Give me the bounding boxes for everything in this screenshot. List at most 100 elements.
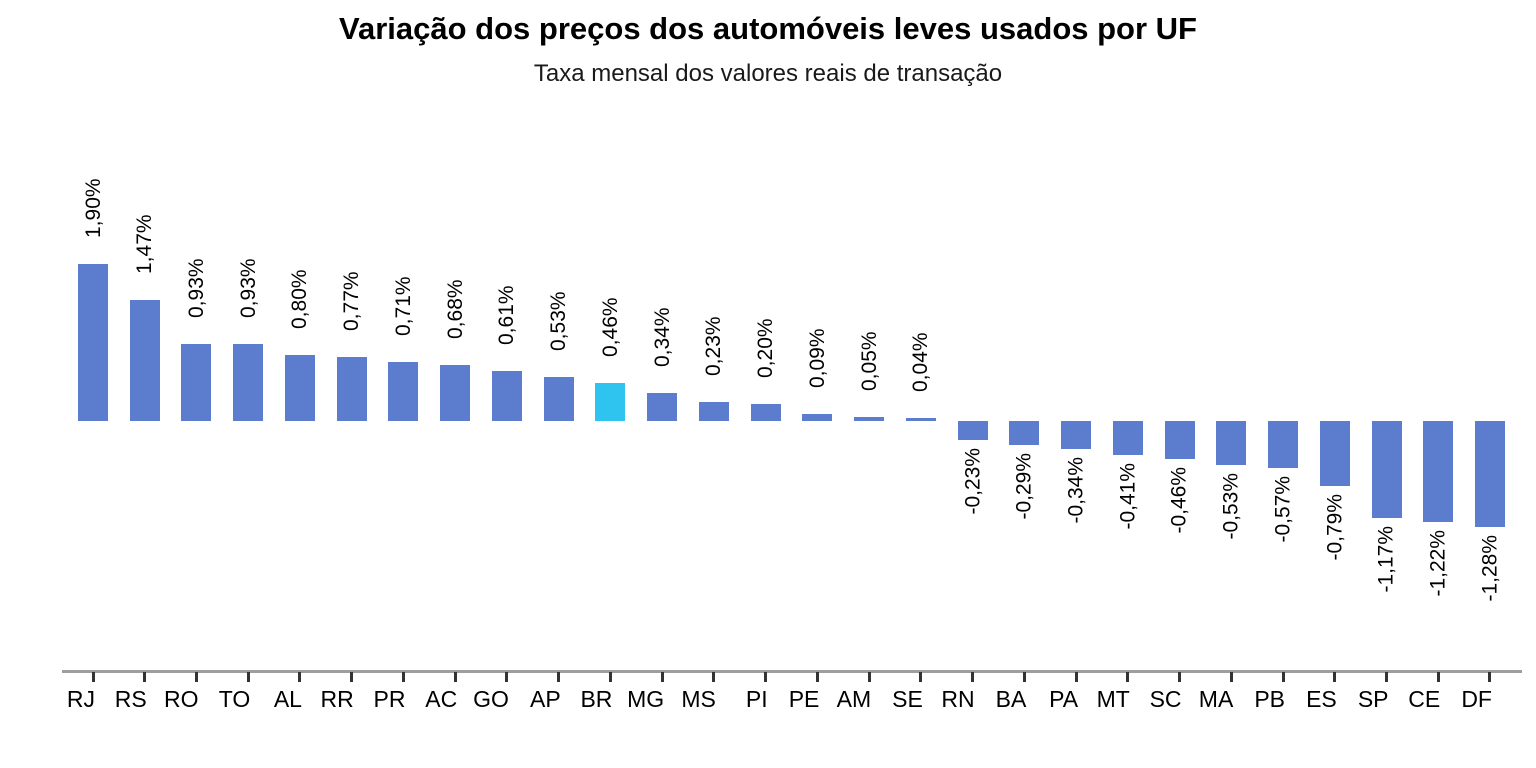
bar-value-label: 0,93% xyxy=(236,258,260,319)
bar-value-label: 0,20% xyxy=(754,318,778,379)
bar-value-label: 0,04% xyxy=(909,332,933,392)
bar-ES xyxy=(1319,421,1350,487)
bar-MG xyxy=(647,392,678,421)
bar-SE xyxy=(905,417,936,421)
bar-value-label: -1,22% xyxy=(1426,529,1450,597)
x-axis-tick xyxy=(1488,672,1492,682)
bar-value-label: 0,09% xyxy=(805,328,829,388)
x-axis-tick xyxy=(91,672,95,682)
x-axis-tick xyxy=(867,672,871,682)
x-axis-tick xyxy=(453,672,457,682)
x-axis-tick xyxy=(1385,672,1388,682)
bar-MS xyxy=(698,402,729,421)
x-axis-tick-label-AM: AM xyxy=(836,686,872,712)
x-axis-tick xyxy=(712,672,716,682)
x-axis-tick-label-PB: PB xyxy=(1254,686,1286,712)
bar-RO xyxy=(181,344,212,421)
x-axis-tick xyxy=(660,672,664,682)
bar-RN xyxy=(957,421,988,440)
bar-value-label: 0,34% xyxy=(650,307,674,367)
bar-value-label: 0,93% xyxy=(184,258,208,319)
x-axis-tick-label-PA: PA xyxy=(1049,686,1079,712)
bar-PA xyxy=(1061,421,1092,450)
x-axis-tick xyxy=(815,672,819,682)
x-axis-tick-label-GO: GO xyxy=(473,686,509,712)
x-axis-tick-label-RJ: RJ xyxy=(66,686,95,712)
bar-value-label: 0,77% xyxy=(340,271,364,332)
x-axis-tick-label-SP: SP xyxy=(1357,686,1389,712)
bar-RS xyxy=(129,299,160,421)
x-axis-tick xyxy=(1333,672,1337,682)
bar-value-label: -0,41% xyxy=(1116,462,1140,530)
x-axis-tick xyxy=(1436,672,1440,682)
x-axis-tick-label-BA: BA xyxy=(995,686,1027,712)
bar-value-label: -0,53% xyxy=(1219,472,1243,540)
x-axis-tick-label-RR: RR xyxy=(320,686,354,712)
bar-value-label: 0,68% xyxy=(443,279,467,339)
bar-value-label: 1,47% xyxy=(133,214,157,274)
bar-value-label: -0,23% xyxy=(961,447,985,515)
bar-AM xyxy=(854,416,885,421)
x-axis-tick xyxy=(246,672,250,682)
x-axis-tick-label-BR: BR xyxy=(580,686,613,712)
bar-value-label: 0,05% xyxy=(857,331,881,391)
x-axis-tick xyxy=(919,672,923,682)
bar-AP xyxy=(543,377,574,421)
x-axis-tick xyxy=(1022,672,1026,682)
x-axis-tick xyxy=(764,672,768,682)
x-axis-tick xyxy=(401,672,405,682)
bar-value-label: -0,34% xyxy=(1064,457,1088,524)
bar-value-label: 0,53% xyxy=(547,291,571,352)
bar-value-label: 0,46% xyxy=(598,297,622,357)
x-axis-tick xyxy=(557,672,561,682)
x-axis-tick-label-RN: RN xyxy=(941,686,975,712)
x-axis-tick-label-SC: SC xyxy=(1149,686,1182,712)
x-axis-tick-label-DF: DF xyxy=(1461,686,1492,712)
x-axis-tick-label-MA: MA xyxy=(1198,686,1234,712)
x-axis-tick-label-PR: PR xyxy=(373,686,406,712)
bar-DF xyxy=(1474,421,1505,527)
x-axis-tick-label-AL: AL xyxy=(273,686,302,712)
bar-value-label: 0,23% xyxy=(702,316,726,376)
bar-PE xyxy=(802,413,833,421)
x-axis-line xyxy=(62,670,1522,673)
bar-CE xyxy=(1423,421,1454,522)
bar-SP xyxy=(1371,421,1402,518)
x-axis-tick-label-MT: MT xyxy=(1096,686,1130,712)
x-axis-tick xyxy=(1178,672,1182,682)
bar-value-label: -0,29% xyxy=(1012,452,1036,520)
x-axis-tick-label-PE: PE xyxy=(788,686,820,712)
x-axis-tick xyxy=(143,672,147,682)
x-axis-tick-label-RO: RO xyxy=(163,686,199,712)
bar-SC xyxy=(1164,421,1195,459)
x-axis-tick-label-AP: AP xyxy=(529,686,561,712)
x-axis-tick-label-AC: AC xyxy=(425,686,458,712)
bar-RJ xyxy=(78,264,108,421)
bar-RR xyxy=(336,357,367,421)
x-axis-tick xyxy=(194,672,198,682)
x-axis-tick-label-SE: SE xyxy=(892,686,923,712)
bar-PI xyxy=(750,404,781,421)
x-axis-tick xyxy=(350,672,354,682)
bar-MA xyxy=(1216,421,1247,465)
bar-value-label: -1,17% xyxy=(1375,525,1398,593)
x-axis-tick-label-ES: ES xyxy=(1306,686,1337,712)
bar-value-label: -0,57% xyxy=(1271,476,1295,543)
bar-value-label: 0,71% xyxy=(391,276,415,337)
x-axis-tick xyxy=(505,672,509,682)
bar-value-label: 0,61% xyxy=(495,285,519,345)
bar-PR xyxy=(388,362,419,421)
bar-GO xyxy=(491,370,522,421)
bar-TO xyxy=(233,344,264,421)
bar-value-label: -0,79% xyxy=(1323,494,1347,561)
x-axis-tick-label-RS: RS xyxy=(114,686,147,712)
chart-subtitle: Taxa mensal dos valores reais de transaç… xyxy=(533,60,1003,87)
bar-BA xyxy=(1009,421,1040,445)
bar-BR xyxy=(595,383,626,421)
bar-value-label: -0,46% xyxy=(1168,466,1192,534)
bar-value-label: 1,90% xyxy=(81,178,105,239)
x-axis-tick xyxy=(971,672,975,682)
chart-title: Variação dos preços dos automóveis leves… xyxy=(339,11,1197,46)
x-axis-tick xyxy=(1126,672,1130,682)
